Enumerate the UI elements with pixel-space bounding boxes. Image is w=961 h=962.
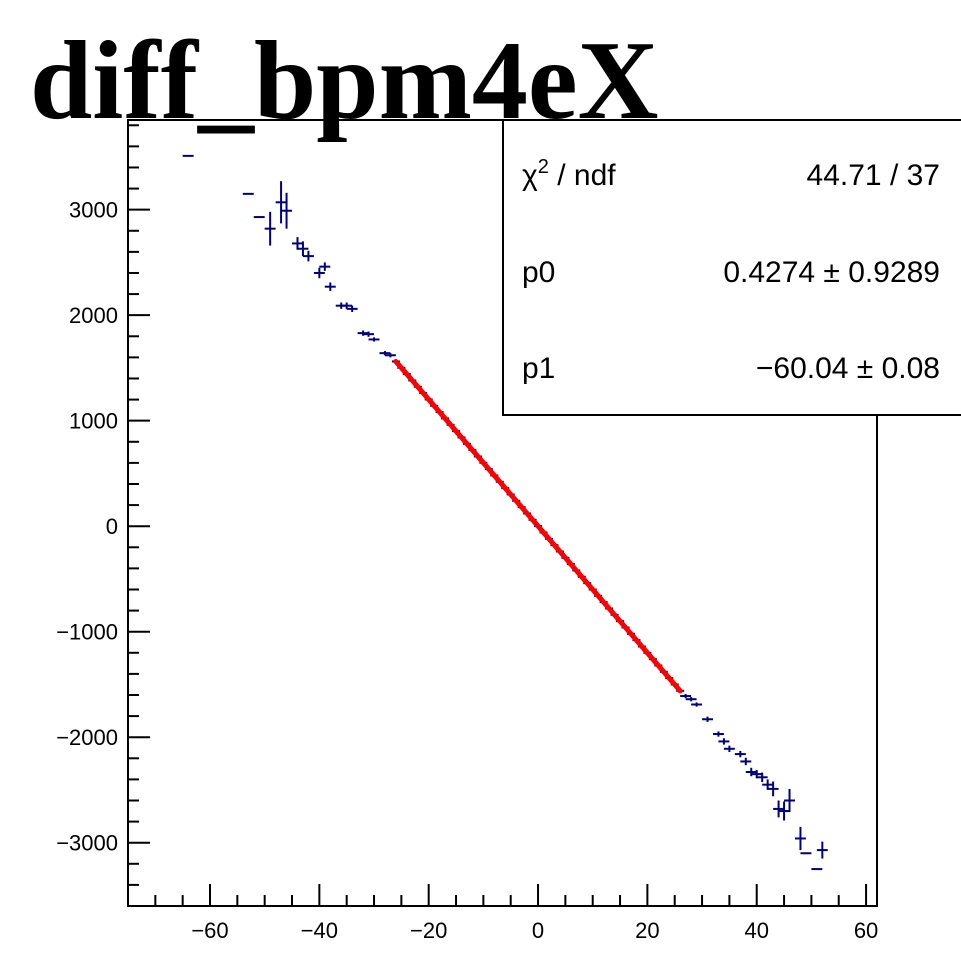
x-tick-label: 40 [744, 918, 768, 943]
x-axis: −60 −40 −20 0 20 40 60 [127, 884, 878, 943]
data-point [816, 841, 828, 859]
y-tick-label: 0 [106, 514, 118, 539]
data-point [784, 788, 795, 813]
stat-label: χ2 / ndf [522, 156, 616, 192]
y-tick-label: −1000 [56, 620, 118, 645]
x-tick-label: 0 [532, 918, 544, 943]
y-tick-label: 3000 [69, 198, 118, 223]
data-markers [182, 154, 828, 871]
stat-label: p1 [522, 352, 555, 385]
x-tick-label: −20 [410, 918, 447, 943]
y-tick-label: 2000 [69, 303, 118, 328]
fit-line [393, 358, 683, 694]
data-point [718, 738, 730, 745]
data-point [702, 716, 713, 722]
data-point [756, 772, 768, 783]
y-tick-label: 1000 [69, 409, 118, 434]
stat-label: p0 [522, 256, 555, 289]
data-point [734, 750, 746, 758]
x-tick-label: −60 [191, 918, 228, 943]
data-point [368, 337, 380, 342]
fit-stats-box: χ2 / ndf 44.71 / 37 p0 0.4274 ± 0.9289 p1 −60… [502, 119, 961, 416]
data-point [324, 282, 336, 291]
x-tick-label: −40 [301, 918, 338, 943]
fit-line-group [391, 358, 685, 694]
x-tick-label: 20 [635, 918, 659, 943]
data-point [313, 267, 325, 279]
y-tick-label: −2000 [56, 725, 118, 750]
data-point [680, 693, 692, 699]
data-point [723, 745, 735, 752]
data-point [346, 305, 358, 313]
data-point [292, 237, 303, 250]
data-point [740, 757, 752, 766]
data-point [712, 731, 724, 737]
data-point [275, 181, 287, 224]
data-point [767, 781, 779, 797]
stat-value: 0.4274 ± 0.9289 [723, 256, 940, 289]
data-point [685, 697, 697, 702]
data-point [302, 250, 314, 262]
data-point [773, 800, 785, 818]
data-point [778, 801, 790, 821]
data-point [341, 302, 353, 309]
x-tick-label: 60 [854, 918, 878, 943]
data-point [363, 331, 375, 337]
data-point [264, 211, 276, 246]
data-point [794, 826, 806, 851]
data-point [384, 353, 396, 358]
data-point [691, 702, 703, 707]
stat-value: −60.04 ± 0.08 [756, 352, 940, 385]
y-axis: −3000 −2000 −1000 0 1000 2000 3000 [56, 124, 150, 907]
stat-value: 44.71 / 37 [807, 159, 940, 192]
data-point [319, 262, 331, 271]
fit-stats-box-border [502, 119, 961, 416]
y-tick-label: −3000 [56, 831, 118, 856]
data-point [281, 192, 293, 229]
data-point [297, 241, 309, 257]
